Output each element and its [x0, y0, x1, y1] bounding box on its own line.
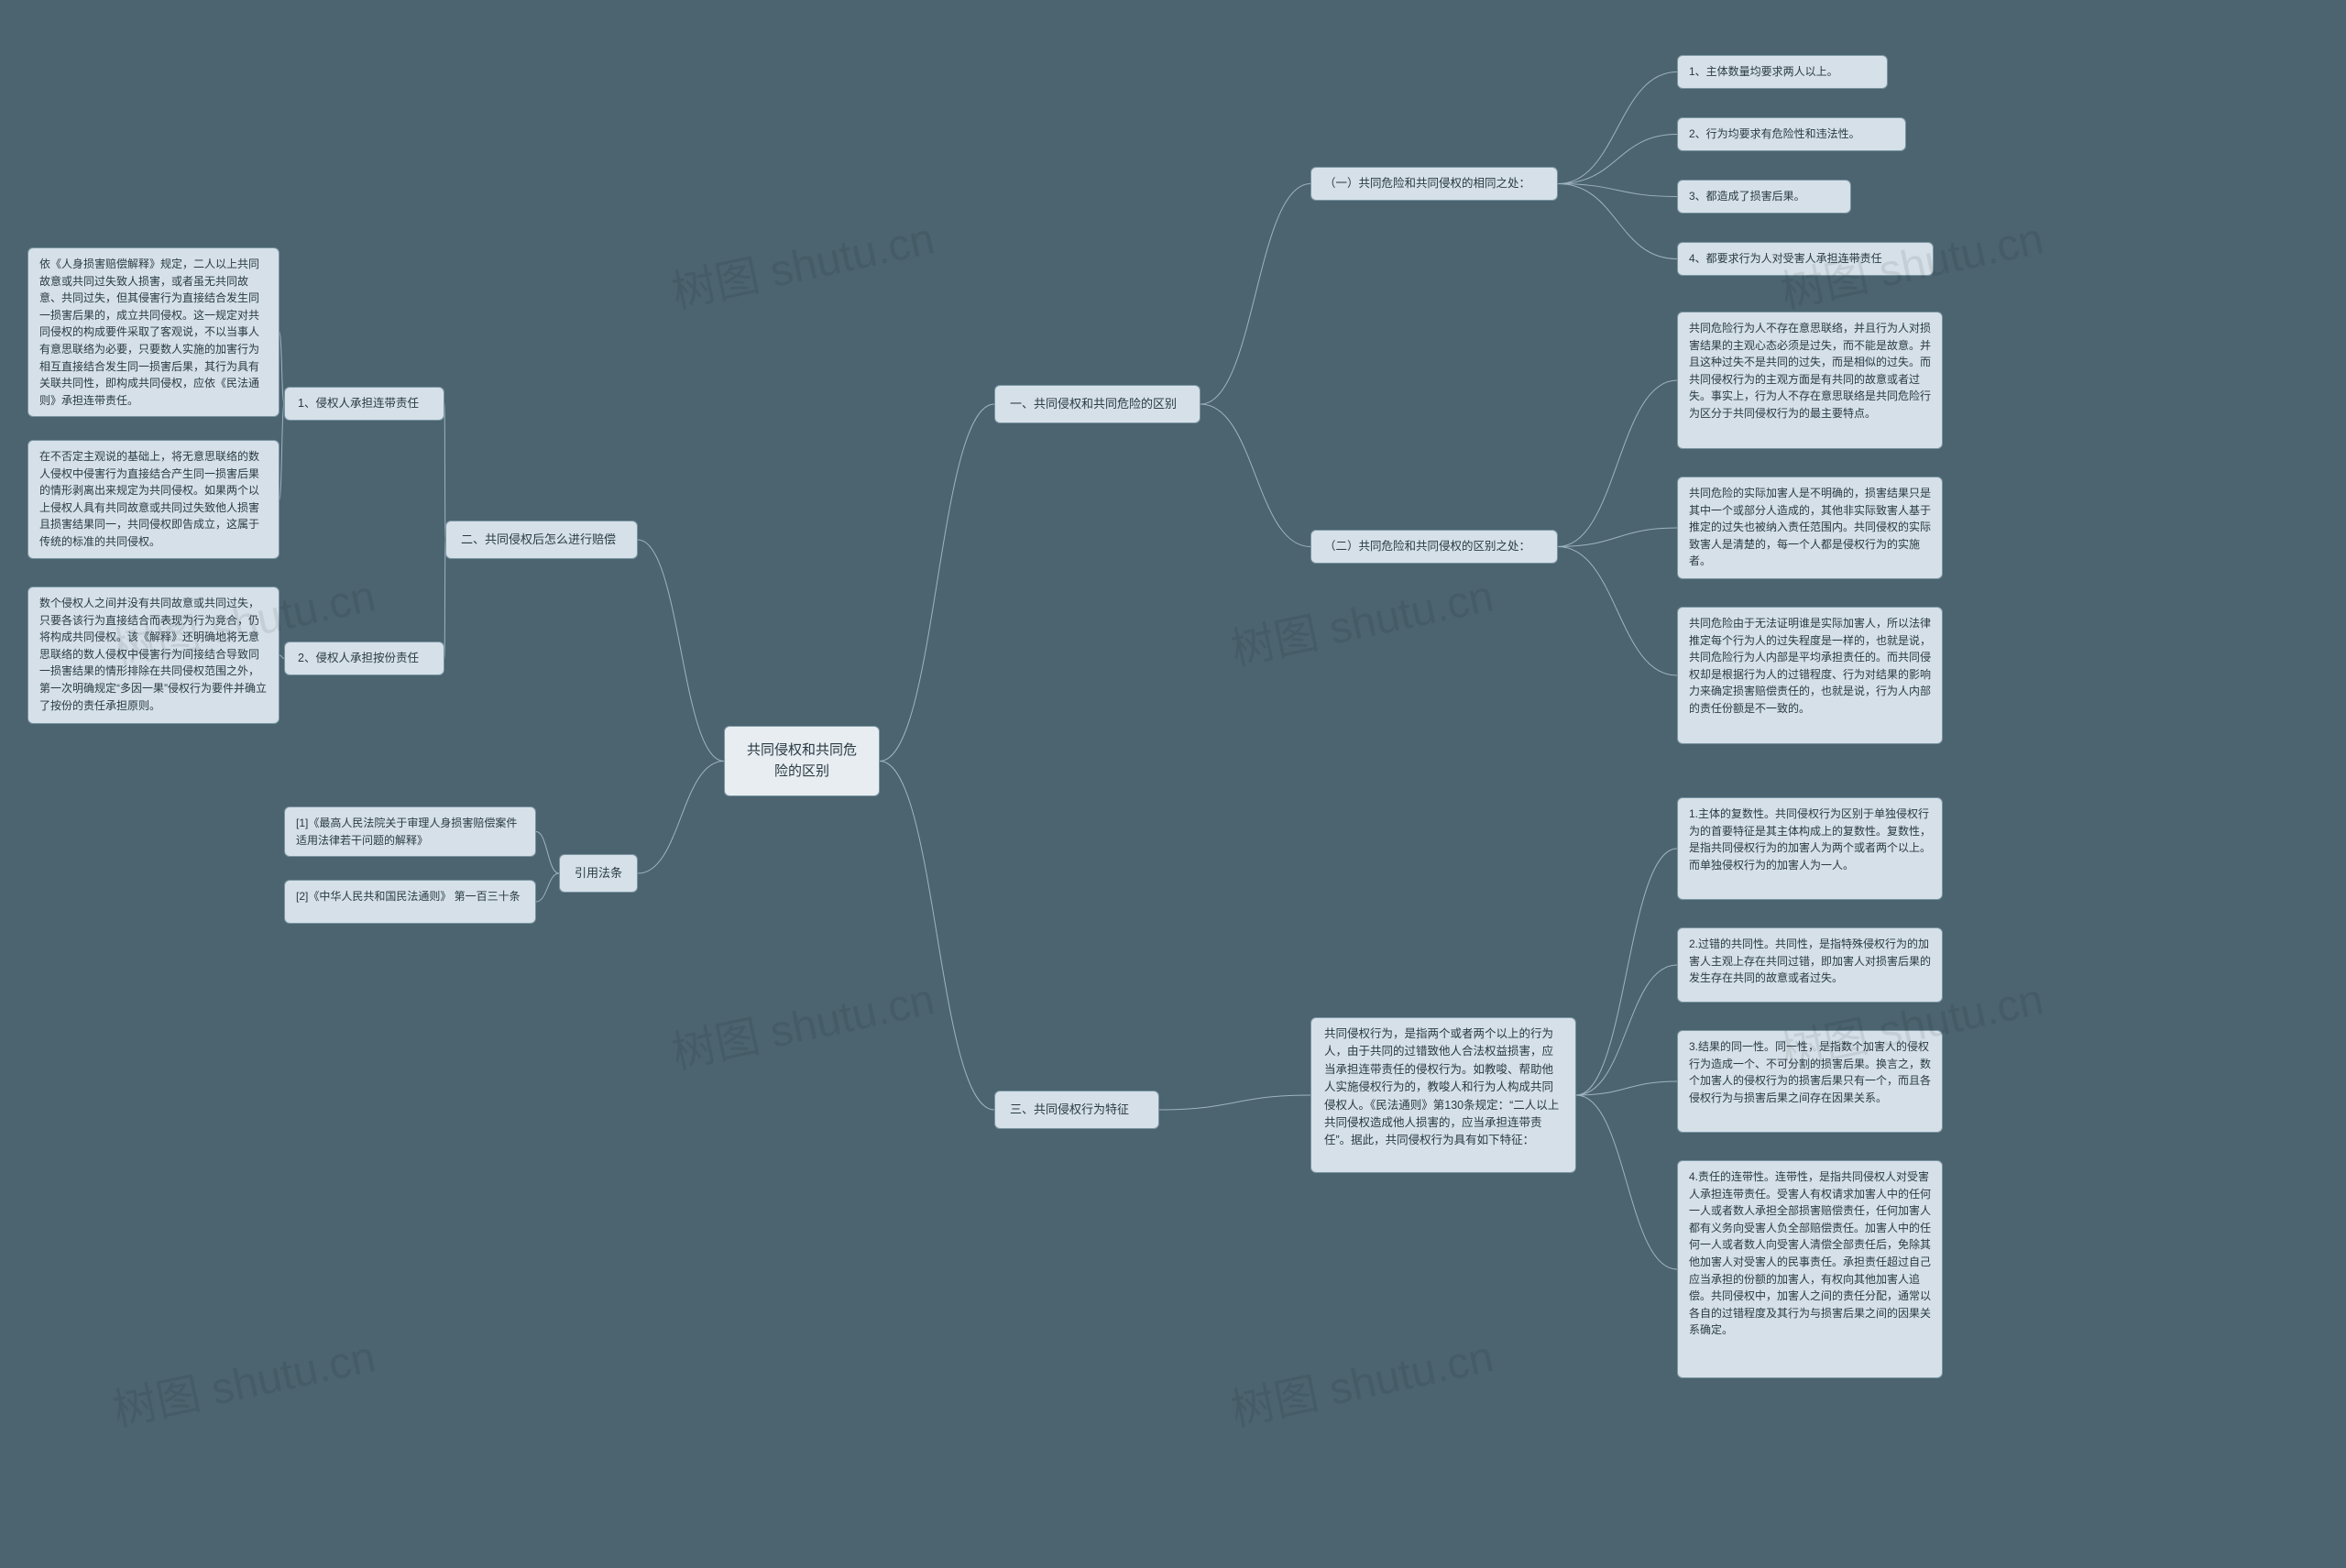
leaf-node: 4.责任的连带性。连带性，是指共同侵权人对受害人承担连带责任。受害人有权请求加害… — [1677, 1160, 1943, 1378]
leaf-node: 数个侵权人之间并没有共同故意或共同过失，只要各该行为直接结合而表现为行为竞合，仍… — [27, 587, 280, 724]
leaf-node: 3、都造成了损害后果。 — [1677, 180, 1851, 214]
watermark: 树图 shutu.cn — [1224, 1321, 1498, 1439]
mid-node: （一）共同危险和共同侵权的相同之处： — [1310, 167, 1558, 201]
leaf-node: 4、都要求行为人对受害人承担连带责任 — [1677, 242, 1934, 276]
leaf-node: 依《人身损害赔偿解释》规定，二人以上共同故意或共同过失致人损害，或者虽无共同故意… — [27, 247, 280, 417]
leaf-node: 3.结果的同一性。同一性，是指数个加害人的侵权行为造成一个、不可分割的损害后果。… — [1677, 1030, 1943, 1133]
watermark: 树图 shutu.cn — [665, 203, 939, 321]
watermark: 树图 shutu.cn — [665, 963, 939, 1081]
watermark: 树图 shutu.cn — [1224, 560, 1498, 678]
mid-node: 共同侵权行为，是指两个或者两个以上的行为人，由于共同的过错致他人合法权益损害，应… — [1310, 1017, 1576, 1173]
leaf-node: 2、行为均要求有危险性和违法性。 — [1677, 117, 1906, 151]
leaf-node: 1.主体的复数性。共同侵权行为区别于单独侵权行为的首要特征是其主体构成上的复数性… — [1677, 797, 1943, 900]
leaf-node: 2.过错的共同性。共同性，是指特殊侵权行为的加害人主观上存在共同过错，即加害人对… — [1677, 927, 1943, 1003]
leaf-node: 共同危险由于无法证明谁是实际加害人，所以法律推定每个行为人的过失程度是一样的，也… — [1677, 607, 1943, 744]
branch-node: 二、共同侵权后怎么进行赔偿 — [445, 521, 638, 559]
leaf-node: [1]《最高人民法院关于审理人身损害赔偿案件适用法律若干问题的解释》 — [284, 806, 536, 857]
leaf-node: [2]《中华人民共和国民法通则》 第一百三十条 — [284, 880, 536, 924]
leaf-node: 共同危险行为人不存在意思联络，并且行为人对损害结果的主观心态必须是过失，而不能是… — [1677, 312, 1943, 449]
branch-node: 引用法条 — [559, 854, 638, 893]
mid-node: （二）共同危险和共同侵权的区别之处： — [1310, 530, 1558, 564]
center-node: 共同侵权和共同危险的区别 — [724, 726, 880, 796]
mid-node: 2、侵权人承担按份责任 — [284, 641, 444, 675]
leaf-node: 在不否定主观说的基础上，将无意思联络的数人侵权中侵害行为直接结合产生同一损害后果… — [27, 440, 280, 559]
leaf-node: 共同危险的实际加害人是不明确的，损害结果只是其中一个或部分人造成的，其他非实际致… — [1677, 477, 1943, 579]
watermark: 树图 shutu.cn — [106, 1321, 380, 1439]
mid-node: 1、侵权人承担连带责任 — [284, 387, 444, 421]
edge-layer — [0, 0, 2346, 1568]
branch-node: 三、共同侵权行为特征 — [994, 1091, 1159, 1129]
branch-node: 一、共同侵权和共同危险的区别 — [994, 385, 1200, 423]
leaf-node: 1、主体数量均要求两人以上。 — [1677, 55, 1888, 89]
